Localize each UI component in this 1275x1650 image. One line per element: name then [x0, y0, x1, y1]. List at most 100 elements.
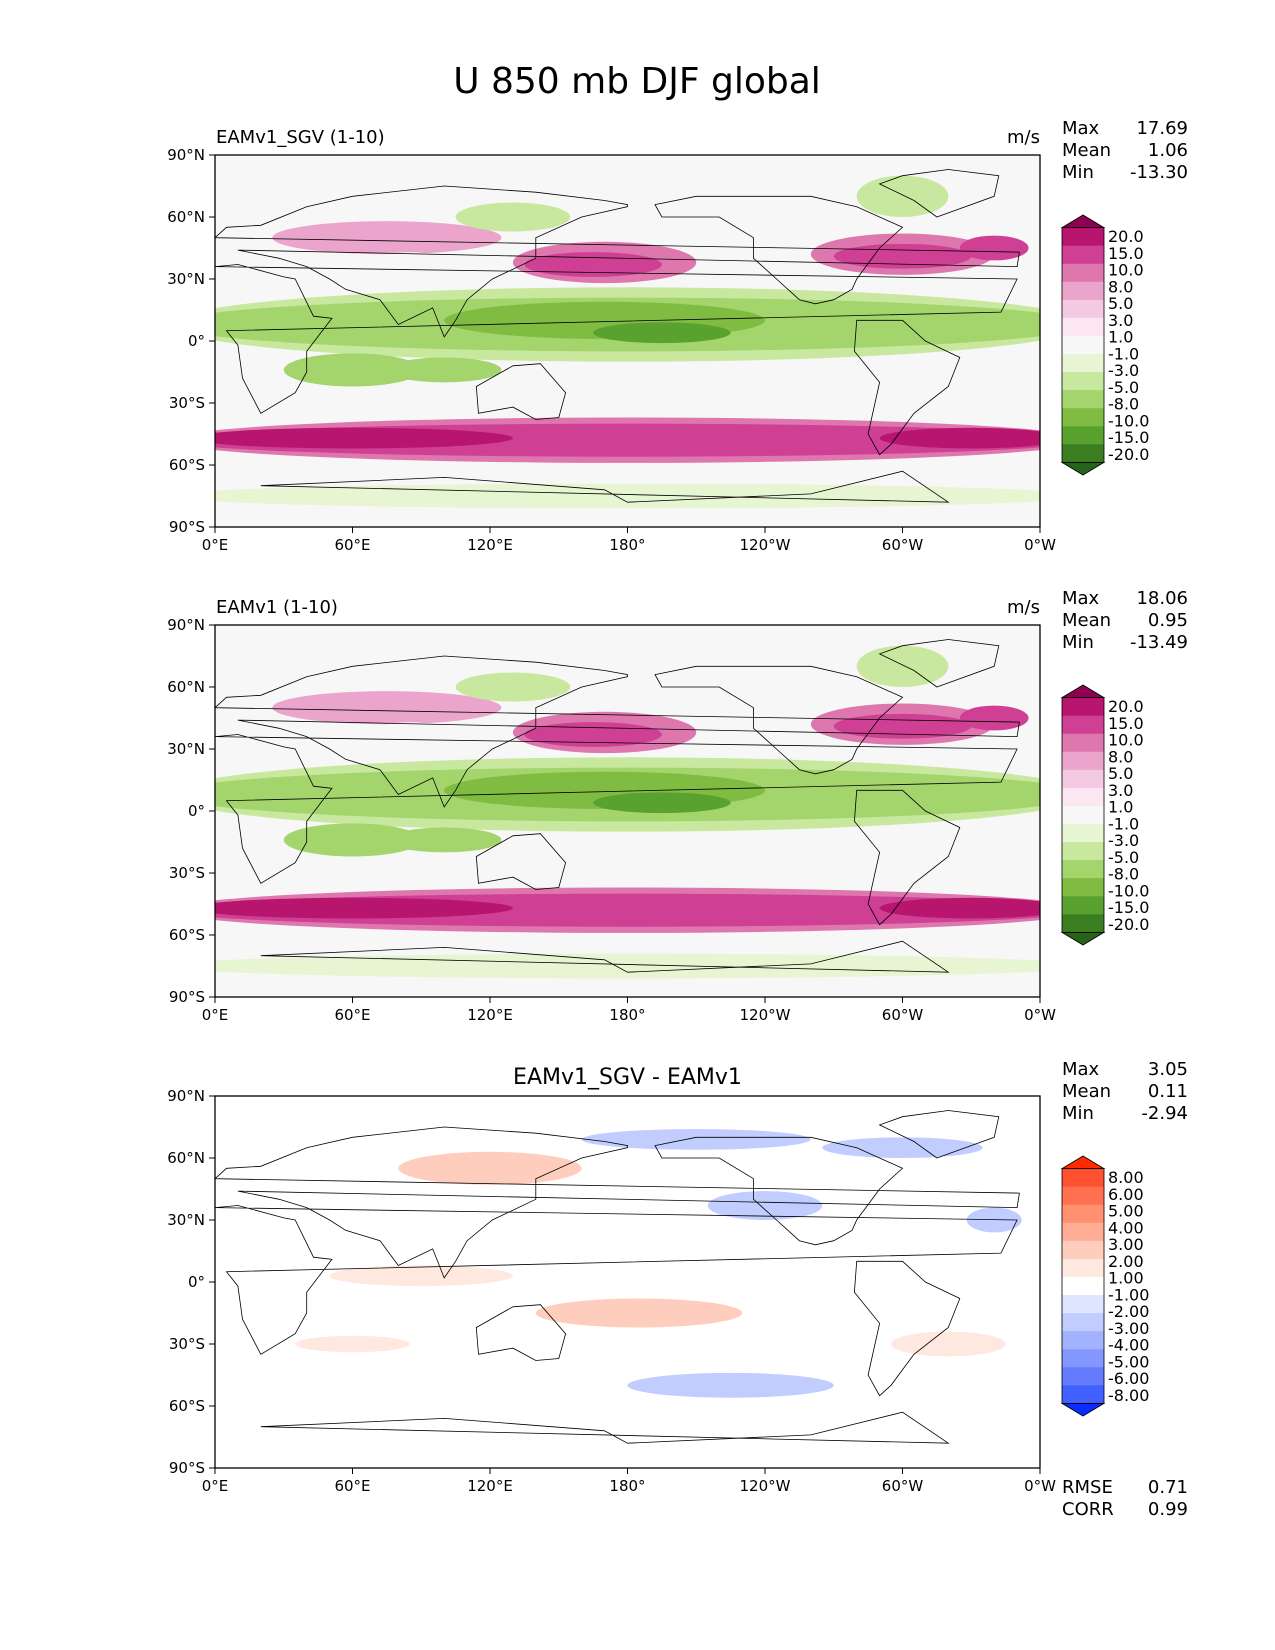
colorbar-segment [1062, 1168, 1104, 1188]
y-tick-label: 60°N [167, 678, 205, 696]
colorbar-frame [1061, 227, 1105, 463]
panel-1: 0°E 60°E 120°E 180° 120°W 60°W 0°W 90°N 60°N 30°N… [167, 118, 1188, 554]
colorbar-extend-top [1060, 214, 1106, 229]
colorbar-tick-label: 3.0 [1108, 311, 1133, 330]
map-field [215, 625, 1040, 997]
metric-label: CORR [1062, 1499, 1114, 1520]
field-contour [535, 1298, 743, 1328]
field-contour [455, 672, 571, 702]
colorbar-tick-label: -6.00 [1108, 1369, 1149, 1388]
field-contour [386, 827, 502, 853]
y-tick-label: 30°S [169, 394, 205, 412]
x-tick-label: 60°W [882, 1477, 924, 1495]
colorbar-tick-label: 8.00 [1108, 1168, 1144, 1187]
stat-value: -13.49 [1130, 632, 1188, 653]
colorbar-segment [1062, 281, 1104, 301]
colorbar-tick-label: -2.00 [1108, 1302, 1149, 1321]
coastline [215, 655, 1020, 808]
y-tick-label: 60°N [167, 208, 205, 226]
field-contour [272, 221, 502, 255]
x-tick-label: 180° [609, 1477, 645, 1495]
coastline [654, 1136, 904, 1246]
x-tick-label: 0°W [1024, 1477, 1056, 1495]
colorbar-segment [1062, 1204, 1104, 1224]
stat-value: -13.30 [1130, 162, 1188, 183]
colorbar-tick-label: 20.0 [1108, 227, 1144, 246]
metric-value: 0.99 [1148, 1499, 1188, 1520]
colorbar-tick-label: -1.00 [1108, 1285, 1149, 1304]
stat-label: Mean [1062, 610, 1111, 631]
field-contour [856, 175, 949, 217]
coastline [260, 940, 950, 973]
y-tick-label: 30°S [169, 1335, 205, 1353]
colorbar-tick-label: 10.0 [1108, 261, 1144, 280]
y-tick-label: 0° [188, 802, 205, 820]
colorbar-segment [1062, 751, 1104, 771]
colorbar-tick-label: 1.0 [1108, 328, 1133, 347]
coastline [475, 833, 567, 890]
colorbar-tick-label: 5.00 [1108, 1202, 1144, 1221]
colorbar-tick-label: 3.00 [1108, 1235, 1144, 1254]
panel-2: 0°E 60°E 120°E 180° 120°W 60°W 0°W 90°N 60°N 30°N… [167, 588, 1188, 1024]
field-contour [283, 823, 422, 857]
stat-value: 17.69 [1136, 118, 1188, 139]
colorbar-tick-label: 15.0 [1108, 244, 1144, 263]
coastline [475, 1304, 567, 1361]
stat-value: 3.05 [1148, 1059, 1188, 1080]
metric-value: 0.71 [1148, 1477, 1188, 1498]
stat-label: Min [1062, 162, 1094, 183]
colorbar-tick-label: -15.0 [1108, 428, 1149, 447]
colorbar-extend-bottom [1060, 931, 1106, 946]
colorbar-segment [1062, 426, 1104, 445]
x-tick-label: 60°E [334, 536, 370, 554]
y-tick-label: 30°N [167, 740, 205, 758]
field-contour [398, 1151, 582, 1185]
x-tick-label: 0°W [1024, 536, 1056, 554]
colorbar-tick-label: -8.0 [1108, 865, 1139, 884]
stat-value: 18.06 [1136, 588, 1188, 609]
y-tick-label: 60°S [169, 926, 205, 944]
coastline [215, 1126, 1020, 1279]
colorbar-tick-label: -20.0 [1108, 445, 1149, 464]
colorbar-segment [1062, 335, 1104, 355]
colorbar-segment [1062, 787, 1104, 807]
colorbar-tick-label: 8.0 [1108, 277, 1133, 296]
stat-label: Mean [1062, 140, 1111, 161]
map-field [215, 1096, 1040, 1468]
field-contour [215, 483, 1040, 509]
x-tick-label: 120°E [467, 1006, 513, 1024]
field-contour [215, 953, 1040, 979]
colorbar-frame [1061, 1168, 1105, 1404]
coastline [654, 665, 904, 775]
colorbar-frame [1061, 697, 1105, 933]
colorbar-segment [1062, 1349, 1104, 1368]
x-tick-label: 120°E [467, 1477, 513, 1495]
x-tick-label: 120°W [740, 536, 791, 554]
colorbar-segment [1062, 317, 1104, 337]
colorbar-segment [1062, 1331, 1104, 1350]
figure-title: U 850 mb DJF global [453, 61, 821, 102]
colorbar-segment [1062, 444, 1104, 463]
field-contour [455, 202, 571, 232]
field-contour [295, 1335, 410, 1353]
coastline [878, 1110, 1000, 1159]
colorbar-tick-label: -8.0 [1108, 395, 1139, 414]
colorbar-segment [1062, 842, 1104, 861]
colorbar-segment [1062, 263, 1104, 283]
colorbar-segment [1062, 1385, 1104, 1404]
colorbar-tick-label: -10.0 [1108, 411, 1149, 430]
colorbar-tick-label: 20.0 [1108, 697, 1144, 716]
stat-label: Mean [1062, 1081, 1111, 1102]
colorbar-tick-label: 4.00 [1108, 1218, 1144, 1237]
colorbar-segment [1062, 372, 1104, 391]
y-tick-label: 30°S [169, 864, 205, 882]
y-tick-label: 90°S [169, 1459, 205, 1477]
coastline [215, 185, 1020, 338]
colorbar-segment [1062, 715, 1104, 735]
stat-label: Min [1062, 632, 1094, 653]
field-contour [215, 427, 513, 449]
colorbar-segment [1062, 697, 1104, 717]
colorbar-segment [1062, 1276, 1104, 1296]
field-contour [959, 235, 1029, 261]
